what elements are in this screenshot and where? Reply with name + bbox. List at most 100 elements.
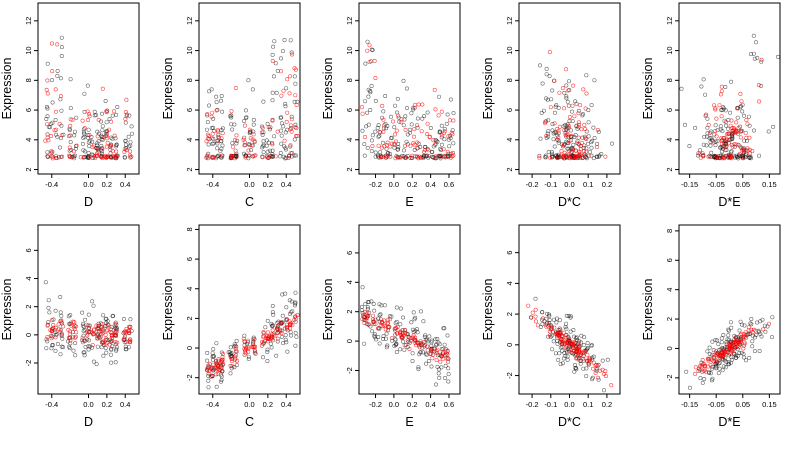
- data-point: [82, 353, 87, 358]
- data-point: [290, 323, 295, 328]
- y-tick-label: 6: [505, 108, 514, 112]
- data-point: [112, 133, 117, 138]
- data-point: [280, 313, 285, 318]
- x-tick-label: 0.2: [263, 180, 273, 189]
- data-point: [293, 93, 298, 98]
- data-point: [427, 334, 432, 339]
- data-point: [543, 155, 548, 160]
- data-point: [253, 153, 258, 158]
- data-point: [693, 371, 698, 376]
- data-point: [359, 105, 364, 110]
- data-point: [54, 156, 59, 161]
- data-point: [738, 144, 743, 149]
- data-point: [565, 357, 570, 362]
- data-point: [750, 330, 755, 335]
- data-point: [68, 313, 73, 318]
- data-point: [235, 138, 240, 143]
- data-point: [697, 151, 702, 156]
- data-point: [45, 150, 50, 155]
- data-point: [215, 146, 220, 151]
- data-point: [90, 299, 95, 304]
- data-point: [564, 313, 569, 318]
- data-point: [60, 345, 65, 350]
- data-point: [205, 112, 210, 117]
- data-point: [288, 330, 293, 335]
- data-point: [756, 328, 761, 333]
- panel-6: -0.4 0.0 0.2 0.4 -2 0 2 4 6 D Expression: [0, 224, 140, 429]
- data-point: [95, 336, 100, 341]
- data-point: [572, 369, 577, 374]
- data-point: [205, 350, 210, 355]
- data-point: [128, 317, 133, 322]
- data-point: [46, 305, 51, 310]
- data-point: [706, 154, 711, 159]
- data-point: [283, 130, 288, 135]
- data-point: [204, 155, 209, 160]
- data-point: [702, 134, 707, 139]
- data-point: [582, 123, 587, 128]
- data-point: [709, 154, 714, 159]
- data-point: [405, 132, 410, 137]
- data-point: [209, 87, 214, 92]
- data-point: [580, 155, 585, 160]
- data-point: [739, 331, 744, 336]
- data-point: [259, 343, 264, 348]
- data-point: [293, 316, 298, 321]
- data-point: [564, 155, 569, 160]
- data-point: [219, 153, 224, 158]
- data-point: [693, 365, 698, 370]
- data-point: [714, 116, 719, 121]
- data-point: [723, 85, 728, 90]
- data-point: [362, 341, 367, 346]
- data-point: [279, 334, 284, 339]
- data-point: [552, 325, 557, 330]
- y-tick-label: 10: [185, 46, 194, 54]
- data-point: [277, 154, 282, 159]
- data-point: [293, 153, 298, 158]
- data-point: [399, 117, 404, 122]
- data-point: [285, 325, 290, 330]
- data-point: [750, 344, 755, 349]
- data-point: [560, 341, 565, 346]
- data-point: [272, 39, 277, 44]
- data-point: [436, 94, 441, 99]
- data-point: [268, 125, 273, 130]
- data-point: [275, 327, 280, 332]
- data-point: [128, 143, 133, 148]
- plot-frame: [358, 224, 461, 395]
- data-point: [101, 135, 106, 140]
- data-point: [721, 105, 726, 110]
- data-point: [245, 340, 250, 345]
- data-point: [563, 133, 568, 138]
- data-point: [409, 320, 414, 325]
- data-point: [68, 338, 73, 343]
- data-point: [700, 380, 705, 385]
- data-point: [362, 309, 367, 314]
- data-point: [412, 127, 417, 132]
- data-point: [397, 119, 402, 124]
- panel-4: -0.2 -0.1 0.0 0.1 0.2 2 4 6 8 10 12 D*C Expression: [481, 2, 621, 209]
- data-point: [707, 136, 712, 141]
- data-point: [371, 322, 376, 327]
- data-point: [288, 74, 293, 79]
- data-point: [436, 153, 441, 158]
- data-point: [547, 50, 552, 55]
- data-point: [753, 328, 758, 333]
- data-point: [386, 153, 391, 158]
- data-point: [46, 298, 51, 303]
- data-point: [232, 122, 237, 127]
- data-point: [381, 129, 386, 134]
- data-point: [214, 341, 219, 346]
- data-point: [61, 324, 66, 329]
- y-tick-label: -2: [665, 374, 674, 381]
- y-tick-label: 0: [665, 346, 674, 350]
- data-point: [388, 114, 393, 119]
- data-point: [114, 347, 119, 352]
- data-point: [394, 350, 399, 355]
- data-point: [550, 88, 555, 93]
- data-point: [751, 33, 756, 38]
- data-point: [205, 366, 210, 371]
- x-tick-label: 0.4: [120, 400, 130, 409]
- data-point: [734, 120, 739, 125]
- data-point: [100, 146, 105, 151]
